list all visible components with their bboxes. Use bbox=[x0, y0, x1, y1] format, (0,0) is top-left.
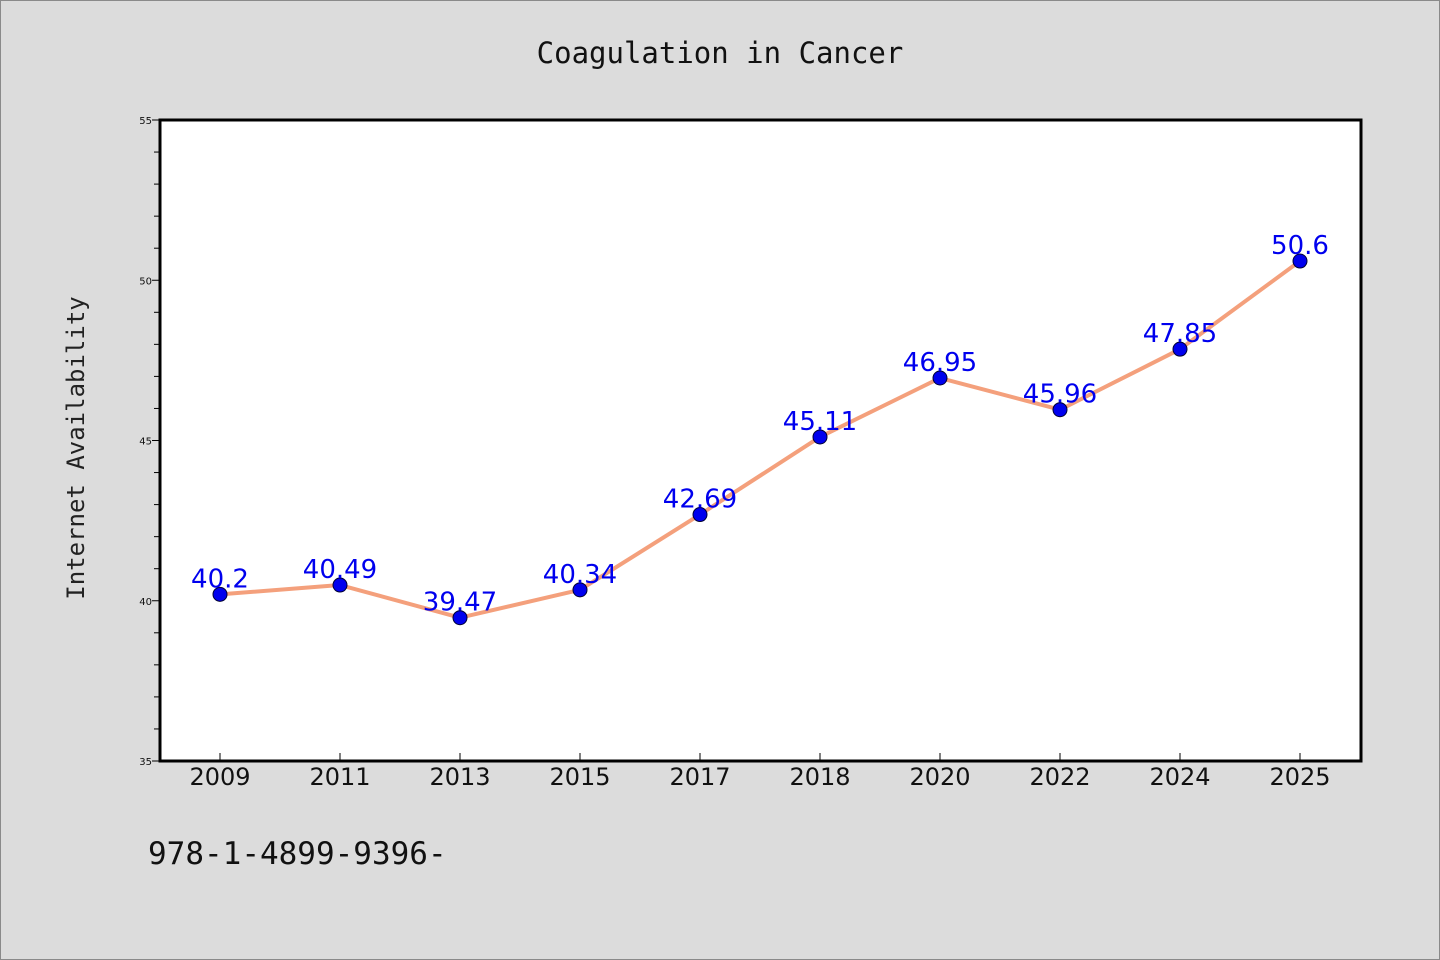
series-lines bbox=[218, 259, 1302, 620]
y-tick-label: 50 bbox=[139, 276, 152, 287]
data-point bbox=[1052, 402, 1068, 418]
data-point bbox=[812, 429, 828, 445]
data-label: 40.34 bbox=[543, 560, 617, 590]
series-line-segment bbox=[938, 376, 1062, 412]
series-line-segment bbox=[458, 587, 582, 620]
x-tick-label: 2022 bbox=[1029, 763, 1090, 791]
x-tick-label: 2025 bbox=[1269, 763, 1330, 791]
series-line-segment bbox=[1058, 347, 1182, 412]
data-label: 42.69 bbox=[663, 485, 737, 515]
y-tick-label: 45 bbox=[139, 437, 152, 448]
x-tick-label: 2013 bbox=[429, 763, 490, 791]
chart-title: Coagulation in Cancer bbox=[537, 36, 904, 70]
data-point bbox=[932, 370, 948, 386]
x-tick-label: 2020 bbox=[909, 763, 970, 791]
x-axis-tick-labels: 2009 2011 2013 2015 2017 2018 2020 2022 2024 2025 bbox=[189, 763, 1330, 791]
data-label: 39.47 bbox=[423, 588, 497, 618]
x-tick-label: 2009 bbox=[189, 763, 250, 791]
data-label: 46.95 bbox=[903, 348, 977, 378]
x-tick-label: 2018 bbox=[789, 763, 850, 791]
series-markers bbox=[212, 253, 1308, 626]
plot-area bbox=[158, 118, 1363, 763]
data-point bbox=[572, 582, 588, 598]
series-line-segment bbox=[698, 434, 822, 517]
x-tick-label: 2024 bbox=[1149, 763, 1210, 791]
x-tick-label: 2011 bbox=[309, 763, 370, 791]
data-label: 50.6 bbox=[1271, 231, 1329, 261]
footnote-text: 978-1-4899-9396- bbox=[148, 836, 447, 872]
data-labels: 40.2 40.49 39.47 40.34 42.69 45.11 46.95 45.96 4… bbox=[191, 231, 1329, 618]
y-axis-tick-labels: 35 40 45 50 55 bbox=[139, 116, 152, 768]
y-tick-label: 55 bbox=[139, 116, 152, 127]
data-label: 40.49 bbox=[303, 555, 377, 585]
data-label: 40.2 bbox=[191, 564, 249, 594]
data-point bbox=[212, 586, 228, 602]
y-axis-ticks bbox=[152, 119, 160, 762]
data-point bbox=[1292, 253, 1308, 269]
data-label: 45.11 bbox=[783, 407, 857, 437]
data-point bbox=[1172, 341, 1188, 357]
series-line-segment bbox=[218, 583, 342, 597]
y-tick-label: 35 bbox=[139, 757, 152, 768]
y-axis-label: Internet Availability bbox=[62, 296, 90, 599]
series-line-segment bbox=[338, 583, 462, 620]
y-tick-label: 40 bbox=[139, 597, 152, 608]
x-tick-label: 2015 bbox=[549, 763, 610, 791]
data-label: 45.96 bbox=[1023, 380, 1097, 410]
series-line-segment bbox=[1178, 259, 1302, 352]
data-point bbox=[332, 577, 348, 593]
x-tick-label: 2017 bbox=[669, 763, 730, 791]
series-line-segment bbox=[818, 376, 942, 439]
data-point bbox=[452, 610, 468, 626]
series-line-segment bbox=[578, 512, 702, 592]
x-axis-ticks bbox=[219, 753, 1301, 761]
data-point bbox=[692, 507, 708, 523]
data-label: 47.85 bbox=[1143, 319, 1217, 349]
